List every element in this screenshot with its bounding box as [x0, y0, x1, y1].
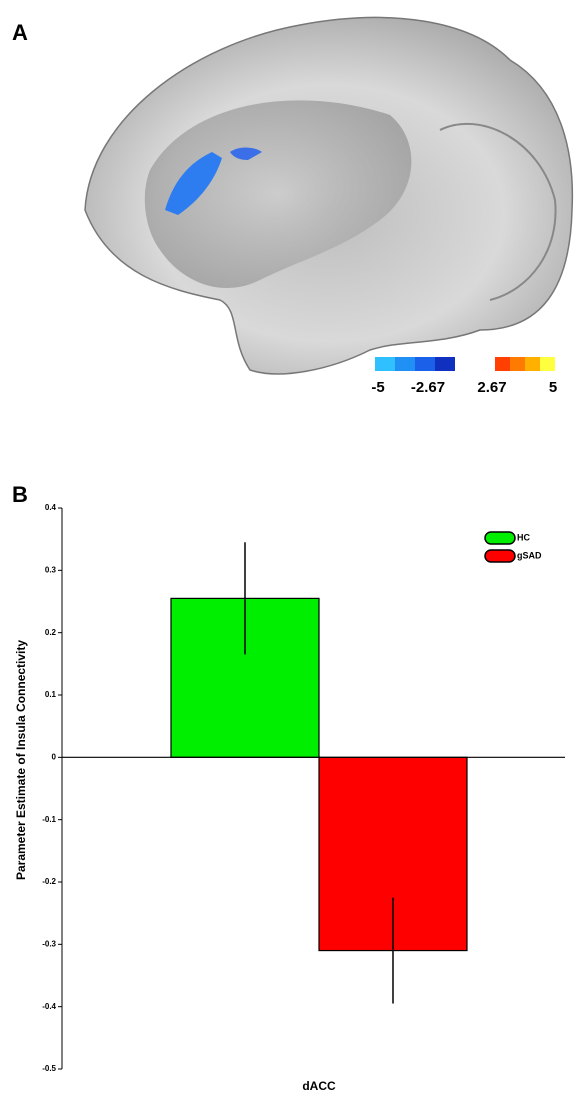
- legend-label: gSAD: [517, 550, 542, 560]
- colorbar-label: 2.67: [477, 379, 506, 396]
- y-tick-label: -0.4: [42, 1002, 56, 1011]
- colorbar-label: -2.67: [411, 379, 445, 396]
- legend-swatch: [485, 532, 515, 544]
- legend-label: HC: [517, 532, 530, 542]
- y-tick-label: 0.2: [45, 628, 57, 637]
- colorbar-label: 5: [549, 379, 557, 396]
- panel-label: B: [12, 482, 28, 507]
- panel-label: A: [12, 20, 28, 45]
- page: A -5 -2.67 2.67 5 B Parameter Estimate o…: [0, 0, 584, 1108]
- y-tick-label: 0.1: [45, 690, 57, 699]
- y-tick-label: -0.5: [42, 1064, 56, 1073]
- y-axis-title: Parameter Estimate of Insula Connectivit…: [14, 640, 28, 880]
- figure: A -5 -2.67 2.67 5 B Parameter Estimate o…: [0, 0, 584, 1103]
- y-tick-label: 0.3: [45, 565, 57, 574]
- y-tick-label: 0.4: [45, 503, 57, 512]
- y-tick-label: -0.2: [42, 877, 56, 886]
- brain-image: [85, 18, 572, 374]
- y-tick-label: -0.1: [42, 815, 56, 824]
- colorbar-label: -5: [371, 379, 384, 396]
- x-tick-label: dACC: [302, 1079, 336, 1093]
- y-tick-label: -0.3: [42, 939, 56, 948]
- legend-swatch: [485, 550, 515, 562]
- y-tick-label: 0: [52, 752, 57, 761]
- colorbar: -5 -2.67 2.67 5: [371, 357, 557, 396]
